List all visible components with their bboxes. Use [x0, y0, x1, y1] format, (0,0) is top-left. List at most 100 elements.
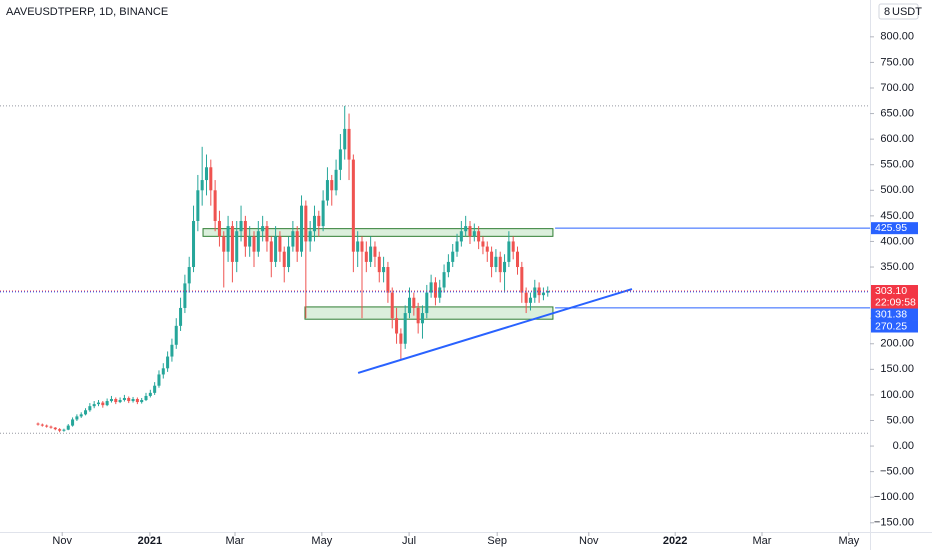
candle-body: [330, 180, 334, 191]
candle-body: [109, 399, 113, 402]
x-tick-label: 2021: [138, 535, 162, 547]
candle-body: [507, 241, 511, 262]
candle-body: [546, 291, 550, 293]
candle-body: [71, 419, 75, 426]
candle-body: [135, 399, 139, 403]
candle-body: [114, 399, 118, 403]
candle-body: [520, 267, 524, 293]
candle-body: [265, 226, 269, 242]
candle-body: [256, 231, 260, 252]
candle-body: [75, 416, 79, 420]
candle-body: [53, 427, 57, 430]
candle-body: [226, 226, 230, 252]
price-tag-label: 303.10: [875, 285, 907, 297]
candle-body: [295, 231, 299, 252]
price-tag-label: 425.95: [875, 222, 907, 234]
candle-body: [459, 231, 463, 242]
candle-body: [537, 287, 541, 296]
candle-body: [174, 325, 178, 345]
candle-body: [217, 220, 221, 237]
candle-body: [222, 236, 226, 252]
candle-body: [373, 246, 377, 257]
y-tick-label: 700.00: [880, 82, 914, 94]
candle-body: [455, 241, 459, 252]
candle-body: [261, 226, 265, 232]
price-tag: [871, 320, 918, 333]
candle-body: [122, 397, 126, 401]
candle-body: [498, 256, 502, 273]
candle-body: [317, 215, 321, 227]
candle-body: [472, 231, 476, 237]
candle-body: [140, 400, 144, 403]
candle-body: [429, 282, 433, 293]
y-tick-label: 0.00: [893, 440, 914, 452]
candle-body: [420, 313, 424, 324]
candle-body: [395, 318, 399, 334]
candle-body: [304, 205, 308, 242]
currency: USDT: [892, 6, 922, 18]
candle-body: [84, 410, 88, 415]
candle-body: [300, 205, 304, 252]
x-tick-label: Sep: [487, 535, 507, 547]
candle-body: [511, 241, 515, 252]
y-tick-label: 450.00: [880, 210, 914, 222]
x-tick-label: Jul: [402, 535, 416, 547]
candle-body: [118, 400, 122, 403]
range-box: [304, 306, 554, 320]
candle-body: [468, 226, 472, 237]
candle-body: [127, 397, 131, 402]
x-tick-label: Nov: [579, 535, 599, 547]
candle-body: [351, 159, 355, 252]
x-tick-label: May: [838, 535, 859, 547]
candle-body: [183, 283, 187, 308]
candle-body: [325, 180, 329, 201]
candle-body: [66, 425, 70, 430]
y-tick-label: 500.00: [880, 184, 914, 196]
candle-body: [438, 287, 442, 298]
candle-body: [528, 297, 532, 303]
candle-body: [92, 404, 96, 407]
candle-body: [343, 128, 347, 150]
candle-body: [360, 241, 364, 252]
candle-body: [308, 231, 312, 242]
currency-box[interactable]: [878, 3, 919, 20]
candle-body: [321, 200, 325, 227]
candle-body: [200, 180, 204, 191]
candle-body: [412, 297, 416, 308]
candle-body: [36, 423, 40, 425]
y-tick-label: 800.00: [880, 31, 914, 43]
y-tick-label: 650.00: [880, 107, 914, 119]
x-tick-label: May: [311, 535, 332, 547]
candle-body: [334, 169, 338, 191]
candle-body: [533, 287, 537, 298]
y-tick-label: 50.00: [886, 414, 914, 426]
candle-body: [88, 406, 92, 411]
candle-body: [49, 426, 53, 428]
x-tick-label: 2022: [663, 535, 687, 547]
candle-body: [96, 402, 101, 405]
y-tick-label: 100.00: [880, 389, 914, 401]
chart-title: AAVEUSDTPERP, 1D, BINANCE: [6, 6, 168, 18]
candle-body: [524, 292, 528, 303]
candle-body: [187, 267, 191, 284]
x-tick-label: Mar: [226, 535, 245, 547]
y-tick-label: 200.00: [880, 338, 914, 350]
candle-body: [515, 251, 520, 268]
currency-badge: 8: [884, 6, 890, 18]
candle-body: [425, 292, 429, 314]
candle-body: [282, 251, 286, 268]
candle-body: [252, 236, 256, 252]
candle-body: [287, 246, 291, 268]
candle-body: [62, 429, 66, 431]
candle-body: [356, 241, 360, 252]
x-tick-label: Mar: [753, 535, 772, 547]
candle-body: [144, 395, 148, 401]
candle-body: [503, 261, 507, 273]
y-tick-label: 400.00: [880, 235, 914, 247]
candle-body: [364, 251, 368, 262]
candle-body: [278, 236, 282, 252]
plot-area: [0, 105, 870, 434]
price-tag: [871, 296, 918, 309]
